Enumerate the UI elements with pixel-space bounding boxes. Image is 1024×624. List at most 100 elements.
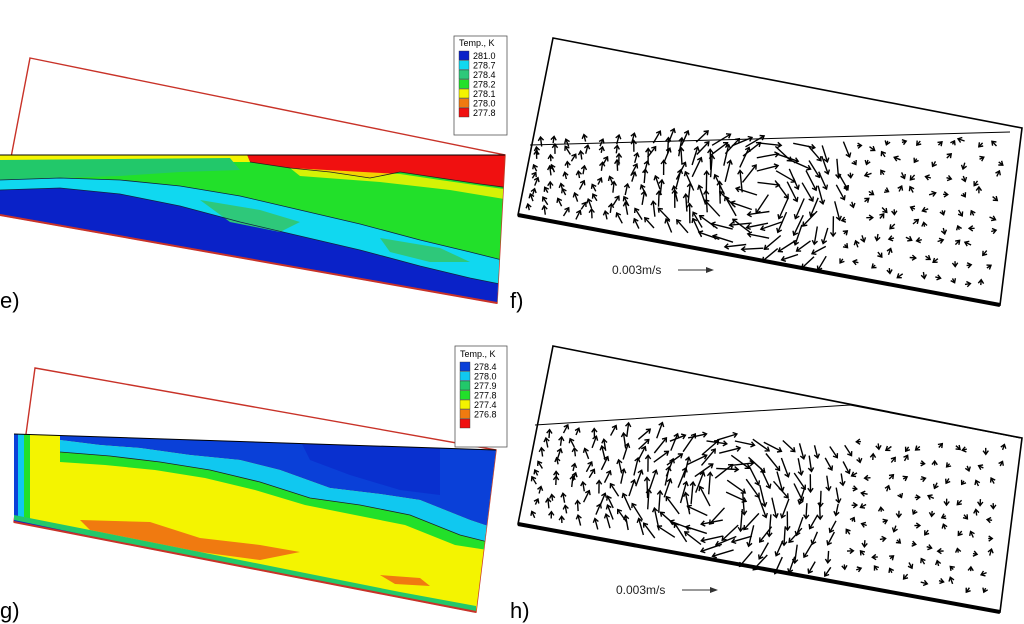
velocity-vector-head: [562, 504, 569, 510]
velocity-vector: [562, 493, 566, 503]
velocity-vector-head: [776, 141, 783, 149]
velocity-vector-head: [816, 156, 822, 162]
velocity-vector-head: [920, 460, 926, 467]
velocity-vector: [588, 469, 595, 479]
velocity-vector: [570, 153, 577, 162]
velocity-vector-head: [537, 135, 545, 142]
velocity-vector-head: [686, 202, 693, 208]
velocity-vector-head: [849, 516, 856, 523]
legend-swatch: [459, 361, 471, 372]
velocity-vector-head: [797, 470, 804, 476]
velocity-vector-head: [537, 460, 543, 466]
velocity-vector-head: [950, 139, 956, 146]
velocity-vector-head: [655, 189, 663, 196]
velocity-vector-head: [897, 185, 904, 191]
velocity-vector: [656, 422, 664, 439]
panel-e-legend-title: Temp., K: [459, 38, 495, 48]
velocity-vector-head: [895, 538, 902, 544]
velocity-vector-head: [907, 563, 914, 570]
velocity-vector: [624, 183, 629, 196]
legend-value: 278.0: [474, 372, 497, 382]
velocity-vector-head: [916, 140, 922, 146]
velocity-vector-head: [776, 446, 783, 453]
velocity-vector: [577, 515, 582, 526]
velocity-vector-head: [992, 195, 999, 202]
velocity-vector-head: [584, 489, 591, 496]
velocity-vector: [701, 535, 723, 542]
velocity-vector-head: [550, 135, 557, 141]
velocity-vector-head: [657, 207, 664, 213]
velocity-vector-head: [840, 216, 847, 223]
velocity-vector-head: [682, 193, 690, 199]
velocity-vector-head: [528, 192, 535, 199]
velocity-vector-head: [842, 230, 849, 236]
velocity-vector-head: [966, 280, 972, 288]
velocity-vector: [649, 469, 657, 490]
velocity-vector: [622, 493, 632, 511]
velocity-vector: [819, 490, 822, 507]
velocity-vector-head: [643, 476, 651, 482]
velocity-vector-head: [881, 535, 887, 543]
velocity-vector-head: [740, 245, 746, 253]
velocity-vector-head: [641, 168, 649, 174]
velocity-vector-head: [793, 213, 800, 220]
velocity-vector-head: [896, 273, 902, 279]
velocity-vector-head: [807, 568, 813, 575]
velocity-vector-head: [665, 136, 672, 142]
velocity-vector-head: [737, 526, 744, 533]
velocity-vector-head: [777, 214, 784, 220]
velocity-vector: [643, 522, 656, 539]
velocity-vector-head: [783, 193, 789, 200]
velocity-vector-head: [783, 493, 789, 499]
velocity-vector: [559, 436, 563, 446]
velocity-vector: [603, 470, 611, 484]
velocity-vector-head: [686, 504, 692, 511]
velocity-vector: [626, 422, 630, 437]
velocity-vector: [836, 158, 840, 178]
velocity-vector-head: [964, 466, 971, 473]
velocity-vector-head: [537, 485, 544, 491]
velocity-vector: [684, 531, 702, 546]
velocity-vector-head: [601, 438, 608, 444]
velocity-vector-head: [663, 450, 670, 456]
velocity-vector: [739, 509, 743, 532]
panel-g-legend-title: Temp., K: [460, 349, 496, 359]
velocity-vector-head: [605, 503, 612, 510]
velocity-vector-head: [979, 570, 986, 577]
velocity-vector-head: [575, 514, 582, 520]
velocity-vector: [696, 141, 710, 155]
velocity-vector-head: [909, 205, 916, 212]
velocity-vector-head: [747, 135, 754, 142]
velocity-vector-head: [859, 550, 866, 556]
velocity-vector-head: [799, 454, 807, 460]
velocity-vector-head: [943, 501, 950, 507]
velocity-vector: [732, 218, 751, 233]
velocity-vector-head: [875, 444, 882, 451]
velocity-vector: [631, 503, 643, 521]
velocity-vector-head: [643, 159, 650, 166]
velocity-vector: [652, 201, 656, 217]
velocity-vector-head: [640, 190, 648, 196]
panel-f-scale-label: 0.003m/s: [612, 263, 661, 277]
panel-f-water-surface: [529, 131, 1011, 146]
velocity-vector: [691, 157, 702, 178]
velocity-vector-head: [636, 517, 643, 524]
velocity-vector-head: [759, 225, 766, 232]
velocity-vector-head: [939, 210, 946, 216]
velocity-vector-head: [598, 145, 605, 152]
velocity-vector-head: [577, 149, 585, 156]
velocity-vector-head: [960, 192, 967, 198]
velocity-vector: [726, 479, 746, 494]
velocity-vector-head: [726, 159, 733, 165]
velocity-vector-head: [634, 207, 640, 214]
velocity-vector: [638, 439, 650, 450]
legend-swatch: [459, 390, 471, 400]
velocity-vector: [709, 149, 712, 170]
velocity-vector-head: [572, 191, 579, 198]
velocity-vector-head: [651, 506, 659, 513]
panel-h-vector-field: [530, 421, 1007, 594]
velocity-vector-head: [991, 227, 998, 235]
velocity-vector-head: [764, 446, 771, 452]
velocity-vector: [764, 234, 782, 250]
velocity-vector-head: [592, 435, 599, 441]
